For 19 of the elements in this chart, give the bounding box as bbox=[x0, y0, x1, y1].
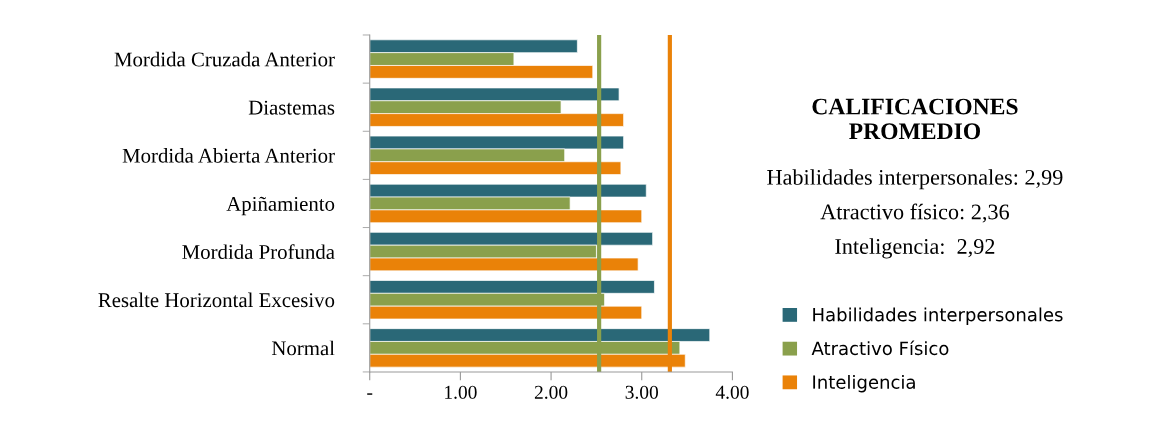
y-tick-label: Normal bbox=[271, 340, 335, 356]
x-tick-label: - bbox=[367, 393, 373, 395]
y-tick-label: Mordida Abierta Anterior bbox=[122, 148, 335, 163]
text: Inteligencia: 2,92 bbox=[835, 238, 995, 259]
text: CALIFICACIONES PROMEDIO bbox=[812, 98, 1018, 140]
y-tick-label: Mordida Profunda bbox=[182, 244, 335, 260]
y-tick-label: Apiñamiento bbox=[226, 196, 335, 216]
legend-label: Habilidades interpersonales bbox=[813, 307, 1063, 325]
x-tick-label: 2.00 bbox=[534, 385, 568, 399]
x-tick-label: 4.00 bbox=[715, 385, 749, 399]
y-tick-label: Diastemas bbox=[248, 100, 335, 115]
y-tick-label: Mordida Cruzada Anterior bbox=[114, 51, 335, 67]
legend-label: Inteligencia bbox=[813, 374, 915, 393]
y-tick-label: Resalte Horizontal Excesivo bbox=[98, 292, 335, 308]
text: Atractivo físico: 2,36 bbox=[820, 203, 1010, 223]
legend-label: Atractivo Físico bbox=[811, 340, 949, 356]
x-tick-label: 1.00 bbox=[445, 385, 477, 399]
x-tick-label: 3.00 bbox=[625, 385, 659, 399]
text: Habilidades interpersonales: 2,99 bbox=[767, 169, 1063, 190]
